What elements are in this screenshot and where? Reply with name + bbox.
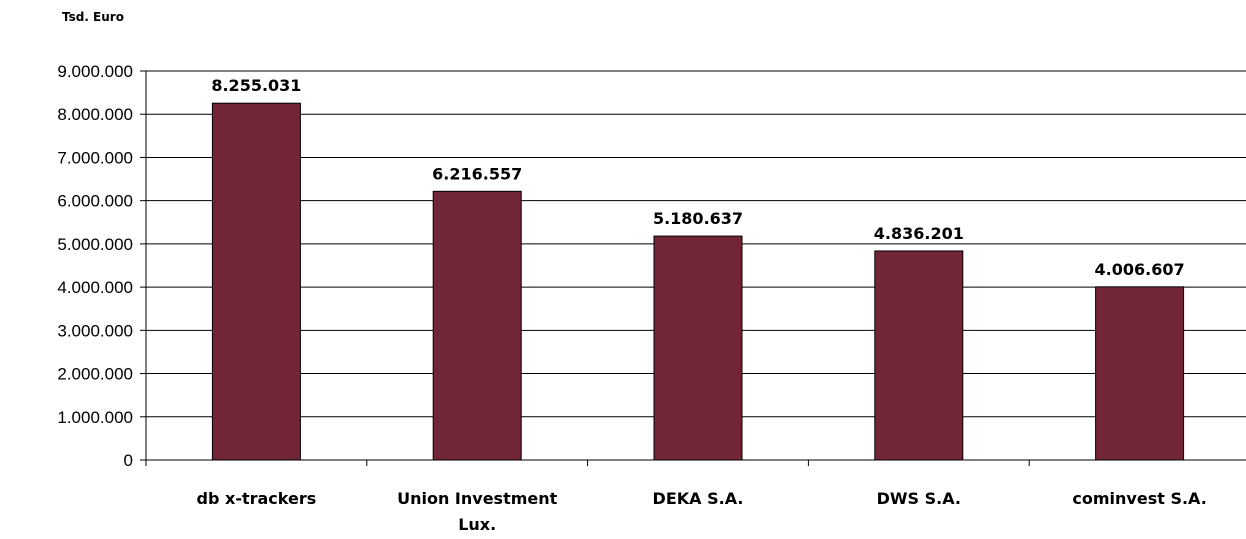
data-labels: 8.255.031 6.216.557 5.180.637 4.836.201 4.00… (211, 76, 1184, 279)
y-tick-label: 2.000.000 (57, 365, 133, 384)
x-tick-label: cominvest S.A. (1072, 489, 1206, 508)
y-tick-label: 0 (124, 451, 133, 470)
y-tick-label: 6.000.000 (57, 192, 133, 211)
bar (211, 102, 301, 461)
data-label: 5.180.637 (653, 209, 743, 228)
x-tick-label: Union Investment Lux. (397, 489, 558, 534)
bar (653, 235, 743, 461)
y-tick-label: 5.000.000 (57, 235, 133, 254)
data-label: 6.216.557 (432, 164, 522, 183)
y-tick-label: 8.000.000 (57, 105, 133, 124)
bar (1095, 286, 1185, 461)
axes (145, 71, 1246, 466)
data-label: 4.006.607 (1095, 260, 1185, 279)
x-tick-label: db x-trackers (197, 489, 317, 508)
data-label: 8.255.031 (211, 76, 301, 95)
x-tick-label: DWS S.A. (877, 489, 961, 508)
y-tick-label: 1.000.000 (57, 408, 133, 427)
data-label: 4.836.201 (874, 224, 964, 243)
y-tick-label: 4.000.000 (57, 278, 133, 297)
x-axis-ticks: db x-trackers Union Investment Lux. DEKA S.… (197, 489, 1207, 534)
x-tick-label: DEKA S.A. (653, 489, 744, 508)
bars (211, 102, 1185, 461)
y-tick-label: 7.000.000 (57, 148, 133, 167)
bar (874, 250, 964, 461)
bar (432, 190, 522, 461)
y-axis-ticks: 0 1.000.000 2.000.000 3.000.000 4.000.000 5.0… (57, 62, 146, 470)
y-tick-label: 9.000.000 (57, 62, 133, 81)
y-tick-label: 3.000.000 (57, 321, 133, 340)
unit-label: Tsd. Euro (62, 10, 124, 24)
